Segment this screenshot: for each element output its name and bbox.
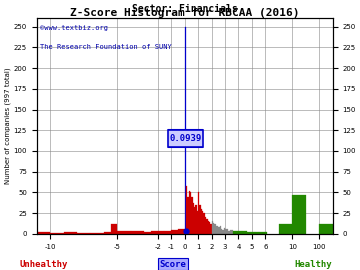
Bar	[247, 232, 251, 234]
Bar	[37, 232, 50, 234]
Bar	[202, 211, 203, 234]
Bar	[243, 231, 247, 234]
Bar	[255, 232, 258, 234]
Bar	[198, 193, 199, 234]
Bar	[197, 211, 198, 234]
Bar	[77, 233, 90, 234]
Bar	[111, 224, 117, 234]
Bar	[233, 231, 236, 234]
Bar	[171, 230, 178, 234]
Bar	[216, 226, 217, 234]
Bar	[186, 186, 187, 234]
Bar	[209, 222, 210, 234]
Bar	[199, 205, 201, 234]
Bar	[189, 191, 190, 234]
Bar	[319, 224, 333, 234]
Text: ©www.textbiz.org: ©www.textbiz.org	[40, 25, 108, 31]
Bar	[192, 197, 193, 234]
Bar	[236, 231, 238, 234]
Bar	[225, 229, 228, 234]
Bar	[212, 221, 213, 234]
Y-axis label: Number of companies (997 total): Number of companies (997 total)	[4, 68, 11, 184]
Bar	[104, 232, 111, 234]
Text: Sector: Financials: Sector: Financials	[132, 4, 238, 14]
Bar	[265, 232, 267, 234]
Bar	[251, 232, 255, 234]
Bar	[194, 207, 195, 234]
Bar	[222, 230, 224, 234]
Bar	[217, 227, 218, 234]
Text: The Research Foundation of SUNY: The Research Foundation of SUNY	[40, 44, 171, 50]
Bar	[190, 193, 192, 234]
Bar	[221, 229, 222, 234]
Bar	[195, 205, 197, 234]
Bar	[178, 229, 185, 234]
Bar	[165, 231, 171, 234]
Text: Unhealthy: Unhealthy	[19, 260, 67, 269]
Text: Healthy: Healthy	[294, 260, 332, 269]
Bar	[205, 217, 206, 234]
Bar	[185, 27, 186, 234]
Bar	[131, 231, 144, 234]
Bar	[201, 209, 202, 234]
Bar	[151, 231, 158, 234]
Bar	[207, 221, 209, 234]
Bar	[218, 227, 220, 234]
Title: Z-Score Histogram for RBCAA (2016): Z-Score Histogram for RBCAA (2016)	[70, 8, 300, 18]
Text: Score: Score	[159, 260, 186, 269]
Bar	[144, 232, 151, 234]
Bar	[206, 219, 207, 234]
Bar	[214, 224, 216, 234]
Bar	[90, 233, 104, 234]
Bar	[238, 231, 243, 234]
Bar	[187, 197, 189, 234]
Bar	[64, 232, 77, 234]
Bar	[210, 224, 212, 234]
Bar	[213, 223, 214, 234]
Bar	[224, 228, 225, 234]
Bar	[117, 231, 131, 234]
Bar	[258, 232, 265, 234]
Bar	[50, 233, 64, 234]
FancyBboxPatch shape	[168, 130, 203, 147]
Bar	[193, 203, 194, 234]
Bar	[203, 213, 205, 234]
Bar	[279, 224, 292, 234]
Bar	[220, 226, 221, 234]
Bar	[230, 230, 233, 234]
Bar	[292, 195, 306, 234]
Bar	[228, 231, 230, 234]
Text: 0.0939: 0.0939	[170, 134, 202, 143]
Bar	[158, 231, 165, 234]
